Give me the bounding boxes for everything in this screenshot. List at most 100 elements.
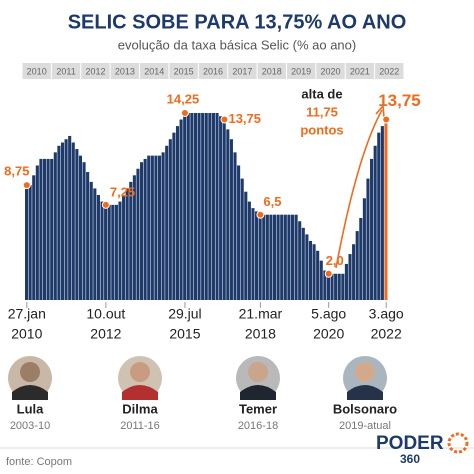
year-band xyxy=(110,63,140,79)
bar xyxy=(82,162,86,300)
bar xyxy=(272,214,277,300)
chart-title: SELIC SOBE PARA 13,75% AO ANO xyxy=(68,11,407,33)
photo-face xyxy=(355,362,375,382)
bar xyxy=(208,112,212,300)
bar xyxy=(132,175,136,300)
bar xyxy=(186,112,190,300)
bar xyxy=(157,155,162,300)
bar xyxy=(154,155,158,300)
bar xyxy=(337,273,341,300)
x-tick-label: 2018 xyxy=(245,326,276,342)
value-label: 6,5 xyxy=(263,194,281,209)
bar xyxy=(193,112,198,300)
year-band xyxy=(22,63,51,79)
x-tick-label: 2015 xyxy=(169,326,200,342)
bar xyxy=(334,273,338,300)
bar xyxy=(96,195,100,300)
year-band xyxy=(81,63,110,79)
bar xyxy=(197,112,201,300)
bar xyxy=(377,132,381,300)
president-term: 2003-10 xyxy=(10,420,50,432)
bar xyxy=(323,270,327,300)
bar xyxy=(183,112,187,300)
marker xyxy=(324,269,333,278)
bar xyxy=(258,214,262,300)
bar xyxy=(380,126,384,300)
bar xyxy=(75,149,79,300)
bar xyxy=(114,204,118,300)
bar xyxy=(165,145,169,300)
photo-body xyxy=(12,385,48,400)
bar xyxy=(319,260,323,300)
bar xyxy=(89,181,93,300)
bar xyxy=(362,198,366,300)
bar xyxy=(269,214,273,300)
x-tick-label: 27.jan xyxy=(8,306,46,322)
bar xyxy=(68,135,72,300)
x-tick-label: 2020 xyxy=(313,326,344,342)
year-band xyxy=(345,63,375,79)
bar xyxy=(175,126,180,300)
bar xyxy=(46,158,50,300)
bar xyxy=(143,158,147,300)
marker xyxy=(256,210,265,219)
bar xyxy=(78,155,83,300)
x-tick-label: 5.ago xyxy=(311,306,346,322)
bar xyxy=(125,188,129,300)
bar xyxy=(60,142,65,300)
year-band xyxy=(375,63,404,79)
photo-body xyxy=(347,385,383,400)
x-tick-label: 2012 xyxy=(90,326,121,342)
bar xyxy=(301,227,305,300)
bar xyxy=(50,158,54,300)
bar xyxy=(240,178,244,300)
year-label: 2016 xyxy=(203,66,223,76)
bar xyxy=(255,211,259,300)
year-label: 2010 xyxy=(27,66,47,76)
bar xyxy=(326,273,330,300)
logo-icon xyxy=(447,432,469,454)
year-label: 2019 xyxy=(291,66,311,76)
bar xyxy=(129,181,133,300)
president-term: 2016-18 xyxy=(238,420,278,432)
bar xyxy=(100,201,104,300)
year-label: 2014 xyxy=(144,66,164,76)
bar xyxy=(222,119,226,300)
bar xyxy=(161,152,165,300)
president-term: 2011-16 xyxy=(120,420,160,432)
bar xyxy=(280,214,284,300)
arrow-head xyxy=(375,104,385,118)
bar xyxy=(93,188,97,300)
president-name: Dilma xyxy=(122,401,158,416)
year-label: 2022 xyxy=(379,66,399,76)
arrow xyxy=(335,109,383,269)
bar xyxy=(172,132,176,300)
marker xyxy=(22,181,31,190)
bar xyxy=(25,185,29,300)
chart-subtitle: evolução da taxa básica Selic (% ao ano) xyxy=(118,37,356,52)
year-label: 2012 xyxy=(85,66,105,76)
year-label: 2011 xyxy=(56,66,75,76)
x-tick-label: 21.mar xyxy=(239,306,283,322)
year-band xyxy=(228,63,257,79)
bar xyxy=(32,175,36,300)
photo-face xyxy=(130,362,150,382)
bar xyxy=(341,273,345,300)
value-label: 13,75 xyxy=(378,91,421,110)
bar xyxy=(204,112,208,300)
annotation: alta de xyxy=(301,86,342,101)
bar xyxy=(265,214,269,300)
value-label: 8,75 xyxy=(4,164,29,179)
year-band xyxy=(51,63,81,79)
bar xyxy=(316,250,320,300)
x-tick-label: 2022 xyxy=(371,326,402,342)
x-tick-label: 10.out xyxy=(86,306,125,322)
photo-body xyxy=(122,385,158,400)
year-label: 2017 xyxy=(232,66,252,76)
bar xyxy=(190,112,194,300)
bar xyxy=(118,201,122,300)
bar xyxy=(287,214,291,300)
source: fonte: Copom xyxy=(6,456,72,468)
bar xyxy=(71,142,75,300)
logo-number: 360 xyxy=(400,452,420,466)
